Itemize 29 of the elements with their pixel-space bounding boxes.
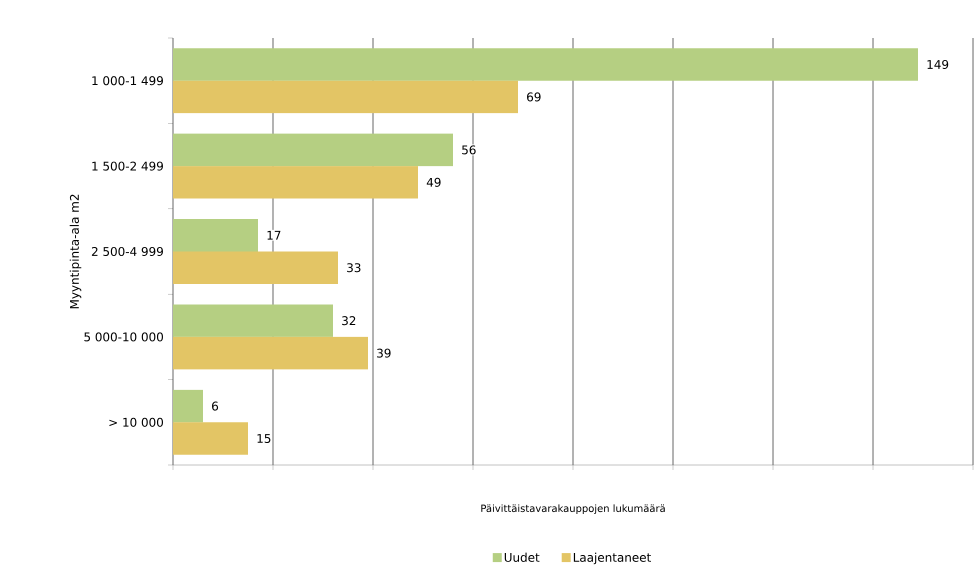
data-label: 6 [212, 402, 218, 411]
data-label: 17 [268, 230, 280, 240]
bar [173, 304, 333, 337]
data-label: 39 [377, 348, 391, 358]
data-label: 33 [347, 263, 360, 272]
data-label: 69 [527, 92, 541, 102]
data-label: 32 [342, 316, 356, 326]
y-tick-label: > 10 000 [109, 418, 164, 427]
bar [173, 219, 258, 252]
y-tick-label: 1 000-1 499 [92, 76, 163, 86]
legend-label: Laajentaneet [574, 552, 651, 564]
legend-label: Uudet [504, 552, 540, 562]
y-tick-label: 1 500-2 499 [92, 162, 163, 171]
bar [173, 48, 918, 81]
bar [173, 134, 454, 166]
data-label: 49 [426, 178, 441, 187]
y-tick-label: 5 000-10 000 [84, 332, 163, 342]
x-axis-title: Päivittäistavarakauppojen lukumäärä [481, 504, 665, 514]
y-axis-title: Myyntipinta-ala m2 [70, 194, 82, 308]
bar [173, 422, 248, 455]
data-label: 56 [462, 145, 476, 154]
data-label: 149 [928, 60, 948, 69]
data-label: 15 [258, 434, 270, 443]
bar [173, 252, 338, 284]
y-tick-label: 2 500-4 999 [92, 246, 163, 256]
bar [173, 336, 368, 370]
bar [173, 390, 203, 422]
bar [173, 80, 518, 114]
bar [173, 166, 418, 199]
